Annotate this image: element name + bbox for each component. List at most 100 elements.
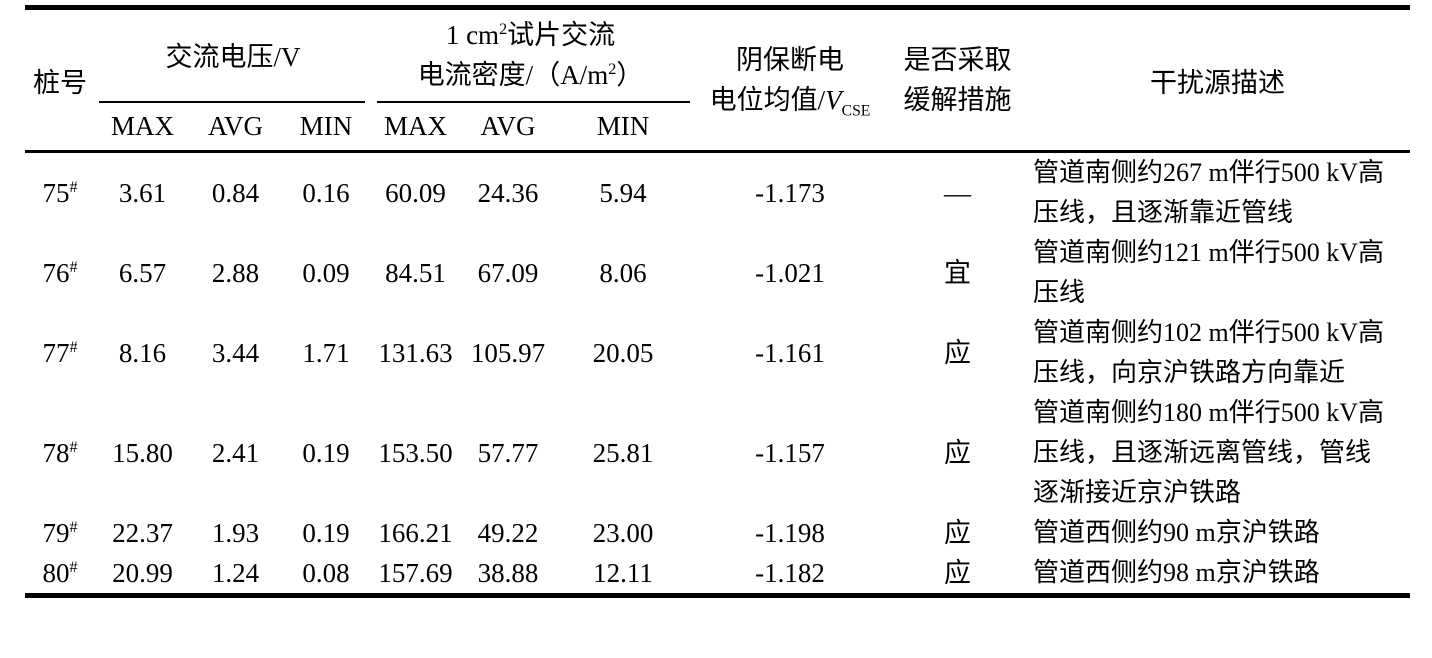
group-underline-rule: [377, 100, 690, 103]
col-header-mitigation: 是否采取 缓解措施: [890, 7, 1025, 153]
cell-density-min: 23.00: [592, 518, 654, 548]
superscript-2: 2: [499, 19, 508, 38]
cell-voltage-max: 3.61: [118, 178, 167, 208]
cell-mitigation: 应: [944, 438, 971, 468]
cell-voltage-avg: 1.24: [211, 558, 260, 588]
cell-density-min: 12.11: [593, 558, 653, 588]
col-header-cp-off-potential: 阴保断电 电位均值/VCSE: [690, 7, 890, 153]
cell-cp-off-potential: -1.157: [755, 438, 825, 468]
cell-voltage-min: 0.19: [302, 518, 350, 548]
cell-density-max: 166.21: [378, 518, 453, 548]
cell-cp-off-potential: -1.021: [755, 258, 825, 288]
cell-density-max: 84.51: [385, 258, 446, 288]
cell-voltage-avg: 2.41: [211, 438, 260, 468]
cell-voltage-min: 1.71: [302, 338, 350, 368]
subcol-voltage-avg: AVG: [190, 103, 281, 153]
superscript-hash: #: [69, 178, 78, 196]
cell-interference-description: 管道西侧约98 m京沪铁路: [1033, 558, 1320, 587]
cell-interference-description: 管道南侧约121 m伴行500 kV高 压线: [1033, 238, 1385, 307]
document-page: 桩号 交流电压/V 1 cm2试片交流 电流密度/（A/m2） 阴保断电 电位均…: [0, 5, 1432, 658]
current-density-header-line2: 电流密度/（A/m2）: [417, 59, 644, 90]
cell-cp-off-potential: -1.182: [755, 558, 825, 588]
col-header-ac-voltage-group: 交流电压/V: [165, 42, 301, 73]
potential-header-line1: 阴保断电: [736, 45, 844, 75]
cell-voltage-min: 0.09: [302, 258, 350, 288]
cell-density-avg: 49.22: [477, 518, 539, 548]
col-header-interference-source: 干扰源描述: [1025, 7, 1410, 153]
cell-density-avg: 67.09: [477, 258, 539, 288]
cell-interference-description: 管道西侧约90 m京沪铁路: [1033, 518, 1320, 547]
subcol-density-min: MIN: [556, 103, 690, 153]
cell-pile-number: 75#: [42, 178, 78, 208]
cell-mitigation: —: [944, 178, 971, 208]
table-body: 75# 3.61 0.84 0.16 60.09 24.36 5.94 -1.1…: [25, 152, 1410, 596]
ac-voltage-group-rule-cell: [95, 100, 371, 104]
current-density-header-line1: 1 cm2试片交流: [445, 19, 616, 50]
cell-voltage-max: 22.37: [112, 518, 173, 548]
cell-voltage-avg: 0.84: [211, 178, 260, 208]
table-header: 桩号 交流电压/V 1 cm2试片交流 电流密度/（A/m2） 阴保断电 电位均…: [25, 7, 1410, 153]
mitigation-header-line1: 是否采取: [903, 45, 1012, 75]
superscript-hash: #: [69, 258, 78, 276]
header-subcolumn-row: MAX AVG MIN MAX AVG MIN: [25, 103, 1410, 153]
group-underline-rule: [99, 100, 365, 103]
cell-density-avg: 57.77: [477, 438, 539, 468]
cell-density-max: 157.69: [378, 558, 453, 588]
cell-voltage-max: 20.99: [112, 558, 173, 588]
cell-mitigation: 应: [944, 558, 971, 588]
subscript-cse: CSE: [841, 102, 871, 120]
potential-header-line2: 电位均值/VCSE: [709, 85, 871, 120]
superscript-hash: #: [69, 338, 78, 356]
table-row: 80# 20.99 1.24 0.08 157.69 38.88 12.11 -…: [25, 553, 1410, 596]
cell-density-max: 60.09: [385, 178, 446, 208]
subcol-voltage-max: MAX: [95, 103, 190, 153]
subcol-voltage-min: MIN: [281, 103, 371, 153]
table-row: 76# 6.57 2.88 0.09 84.51 67.09 8.06 -1.0…: [25, 233, 1410, 313]
superscript-hash: #: [69, 518, 78, 536]
cell-voltage-max: 8.16: [118, 338, 167, 368]
cell-pile-number: 76#: [42, 258, 78, 288]
table-row: 75# 3.61 0.84 0.16 60.09 24.36 5.94 -1.1…: [25, 152, 1410, 234]
superscript-2: 2: [608, 59, 617, 78]
table-row: 78# 15.80 2.41 0.19 153.50 57.77 25.81 -…: [25, 393, 1410, 513]
table-row: 77# 8.16 3.44 1.71 131.63 105.97 20.05 -…: [25, 313, 1410, 393]
col-header-current-density-group: 1 cm2试片交流 电流密度/（A/m2）: [371, 8, 690, 100]
header-rule-row: [25, 100, 1410, 104]
header-group-row: 桩号 交流电压/V 1 cm2试片交流 电流密度/（A/m2） 阴保断电 电位均…: [25, 7, 1410, 153]
superscript-hash: #: [69, 558, 78, 576]
cell-pile-number: 77#: [42, 338, 78, 368]
cell-voltage-min: 0.16: [302, 178, 350, 208]
cell-mitigation: 宜: [944, 258, 971, 288]
mitigation-header-line2: 缓解措施: [903, 85, 1012, 115]
cell-density-avg: 24.36: [477, 178, 539, 208]
cell-interference-description: 管道南侧约102 m伴行500 kV高 压线，向京沪铁路方向靠近: [1033, 318, 1385, 387]
subcol-density-max: MAX: [371, 103, 460, 153]
cell-cp-off-potential: -1.173: [755, 178, 825, 208]
cell-density-avg: 38.88: [477, 558, 539, 588]
cell-interference-description: 管道南侧约267 m伴行500 kV高 压线，且逐渐靠近管线: [1033, 158, 1385, 227]
cell-mitigation: 应: [944, 338, 971, 368]
cell-density-max: 153.50: [378, 438, 453, 468]
cell-interference-description: 管道南侧约180 m伴行500 kV高 压线，且逐渐远离管线，管线 逐渐接近京沪…: [1033, 398, 1385, 507]
current-density-group-rule-cell: [371, 100, 690, 104]
cell-voltage-min: 0.19: [302, 438, 350, 468]
cell-pile-number: 78#: [42, 438, 78, 468]
table-row: 79# 22.37 1.93 0.19 166.21 49.22 23.00 -…: [25, 513, 1410, 553]
cell-density-max: 131.63: [378, 338, 453, 368]
cell-voltage-avg: 3.44: [211, 338, 260, 368]
variable-v: V: [825, 85, 842, 115]
cell-cp-off-potential: -1.198: [755, 518, 825, 548]
cell-density-min: 20.05: [592, 338, 654, 368]
interference-data-table: 桩号 交流电压/V 1 cm2试片交流 电流密度/（A/m2） 阴保断电 电位均…: [25, 5, 1410, 598]
cell-voltage-min: 0.08: [302, 558, 350, 588]
cell-pile-number: 79#: [42, 518, 78, 548]
cell-density-min: 5.94: [599, 178, 647, 208]
cell-pile-number: 80#: [42, 558, 78, 588]
cell-density-min: 8.06: [599, 258, 647, 288]
cell-density-avg: 105.97: [470, 338, 546, 368]
cell-voltage-avg: 2.88: [211, 258, 260, 288]
cell-cp-off-potential: -1.161: [755, 338, 825, 368]
cell-voltage-max: 6.57: [118, 258, 167, 288]
cell-voltage-max: 15.80: [112, 438, 173, 468]
superscript-hash: #: [69, 438, 78, 456]
